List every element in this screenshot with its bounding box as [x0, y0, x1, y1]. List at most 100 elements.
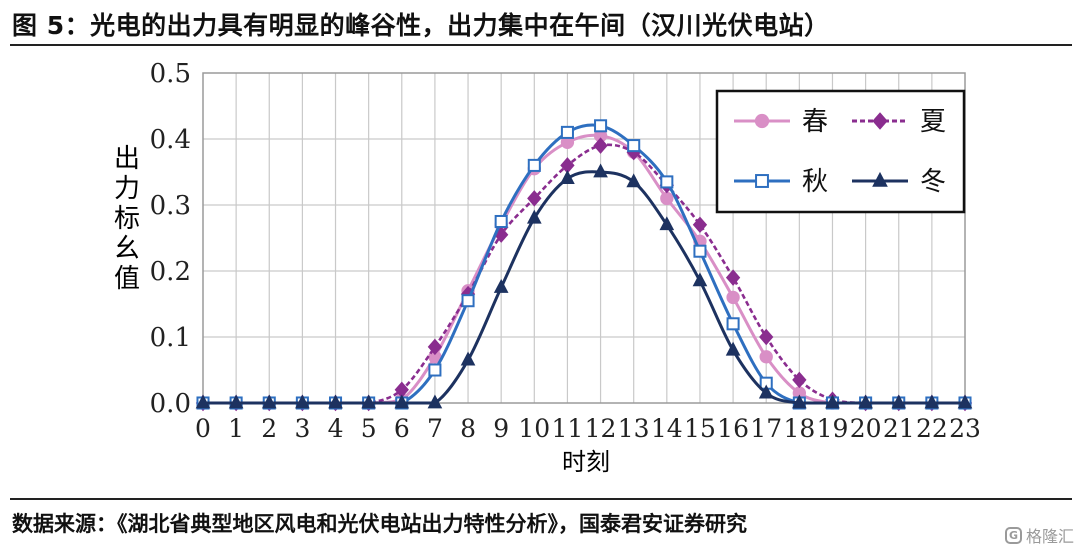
y-tick-label: 0.2	[150, 257, 191, 287]
x-tick-label: 12	[585, 414, 617, 443]
x-tick-label: 3	[294, 414, 310, 443]
data-point	[526, 209, 542, 224]
footer-divider	[10, 498, 1072, 500]
chart-legend: 春 夏秋 冬	[715, 89, 966, 214]
legend-item: 秋	[734, 167, 828, 197]
y-tick-label: 0.5	[150, 59, 191, 89]
x-tick-label: 19	[817, 414, 849, 443]
data-point	[427, 394, 443, 409]
data-point	[758, 384, 774, 399]
y-tick-label: 0.4	[150, 125, 191, 155]
series-layer	[195, 119, 973, 412]
x-tick-label: 13	[618, 414, 650, 443]
data-point	[328, 394, 343, 409]
plot-border	[202, 72, 966, 404]
data-point	[195, 394, 211, 409]
watermark-logo-icon: G	[1005, 526, 1022, 544]
data-point	[659, 216, 675, 231]
data-point	[957, 394, 973, 409]
source-note: 数据来源：《湖北省典型地区风电和光伏电站出力特性分析》，国泰君安证券研究	[12, 512, 747, 536]
legend-label: 冬	[920, 167, 946, 197]
data-point	[228, 394, 244, 409]
data-point	[560, 170, 575, 184]
data-point	[924, 394, 940, 409]
data-point	[692, 272, 708, 287]
data-point	[792, 394, 807, 409]
x-tick-label: 4	[328, 414, 344, 443]
x-tick-label: 5	[361, 414, 377, 443]
data-point	[593, 163, 608, 178]
series-4	[195, 163, 973, 409]
y-axis-ticks: 0.0 0.1 0.2 0.3 0.4 0.5	[150, 59, 191, 419]
data-point	[493, 278, 509, 293]
data-point	[759, 328, 774, 346]
x-tick-label: 20	[850, 414, 882, 443]
watermark: G 格隆汇	[1005, 523, 1074, 547]
x-tick-label: 9	[493, 414, 509, 443]
x-tick-label: 23	[949, 414, 981, 443]
legend-marker	[754, 113, 770, 129]
x-tick-label: 0	[195, 414, 211, 443]
data-point	[725, 269, 741, 286]
data-point	[891, 394, 907, 409]
data-point	[692, 216, 708, 234]
data-point	[427, 338, 443, 356]
x-tick-label: 16	[717, 414, 749, 443]
data-point	[693, 244, 707, 258]
data-point	[626, 173, 642, 188]
legend-item: 夏	[852, 107, 946, 137]
data-point	[394, 394, 410, 409]
x-tick-label: 18	[783, 414, 815, 443]
x-tick-label: 1	[228, 414, 244, 443]
x-tick-label: 15	[684, 414, 716, 443]
data-point	[726, 317, 740, 331]
x-tick-label: 7	[427, 414, 443, 443]
watermark-text: 格隆汇	[1026, 527, 1075, 546]
x-tick-label: 6	[394, 414, 410, 443]
data-point	[560, 125, 574, 139]
figure-title: 图 5：光电的出力具有明显的峰谷性，出力集中在午间（汉川光伏电站）	[12, 11, 830, 40]
y-tick-label: 0.0	[150, 389, 191, 419]
data-point	[825, 394, 840, 409]
x-tick-label: 21	[883, 414, 915, 443]
x-axis-label: 时刻	[562, 448, 610, 476]
data-point	[460, 351, 476, 366]
legend-marker	[755, 174, 769, 188]
legend-item: 春	[734, 107, 828, 137]
data-point	[660, 175, 674, 189]
data-point	[527, 158, 541, 172]
y-tick-label: 0.1	[150, 323, 191, 353]
x-tick-label: 14	[651, 414, 683, 443]
x-tick-label: 11	[552, 414, 584, 443]
x-tick-label: 17	[750, 414, 782, 443]
legend-item: 冬	[852, 167, 946, 197]
x-tick-label: 10	[518, 414, 550, 443]
x-tick-label: 2	[261, 414, 277, 443]
legend-marker	[872, 112, 888, 130]
x-tick-label: 22	[916, 414, 948, 443]
legend-label: 夏	[920, 107, 946, 137]
plot-frame	[202, 72, 966, 404]
data-point	[494, 214, 508, 229]
legend-marker	[872, 171, 888, 187]
data-point	[792, 371, 807, 389]
data-point	[858, 394, 873, 409]
y-axis-label: 出力标幺值	[114, 144, 140, 294]
data-point	[428, 363, 442, 377]
data-point	[593, 137, 608, 154]
data-point	[261, 394, 277, 409]
data-point	[660, 191, 674, 206]
x-axis-ticks: 0 1 2 3 4 5 6 7 8 9 10 11 12 13 14 15 16 17 18 19 20 21 22 23	[195, 414, 981, 443]
data-point	[759, 350, 773, 364]
data-point	[594, 119, 608, 133]
data-point	[726, 290, 740, 305]
x-tick-label: 8	[460, 414, 476, 443]
data-point	[461, 294, 475, 308]
data-point	[295, 394, 310, 409]
legend-box	[715, 89, 966, 214]
title-divider	[10, 44, 1072, 46]
legend-label: 秋	[802, 167, 828, 197]
y-tick-label: 0.3	[150, 191, 191, 221]
data-point	[627, 139, 641, 153]
